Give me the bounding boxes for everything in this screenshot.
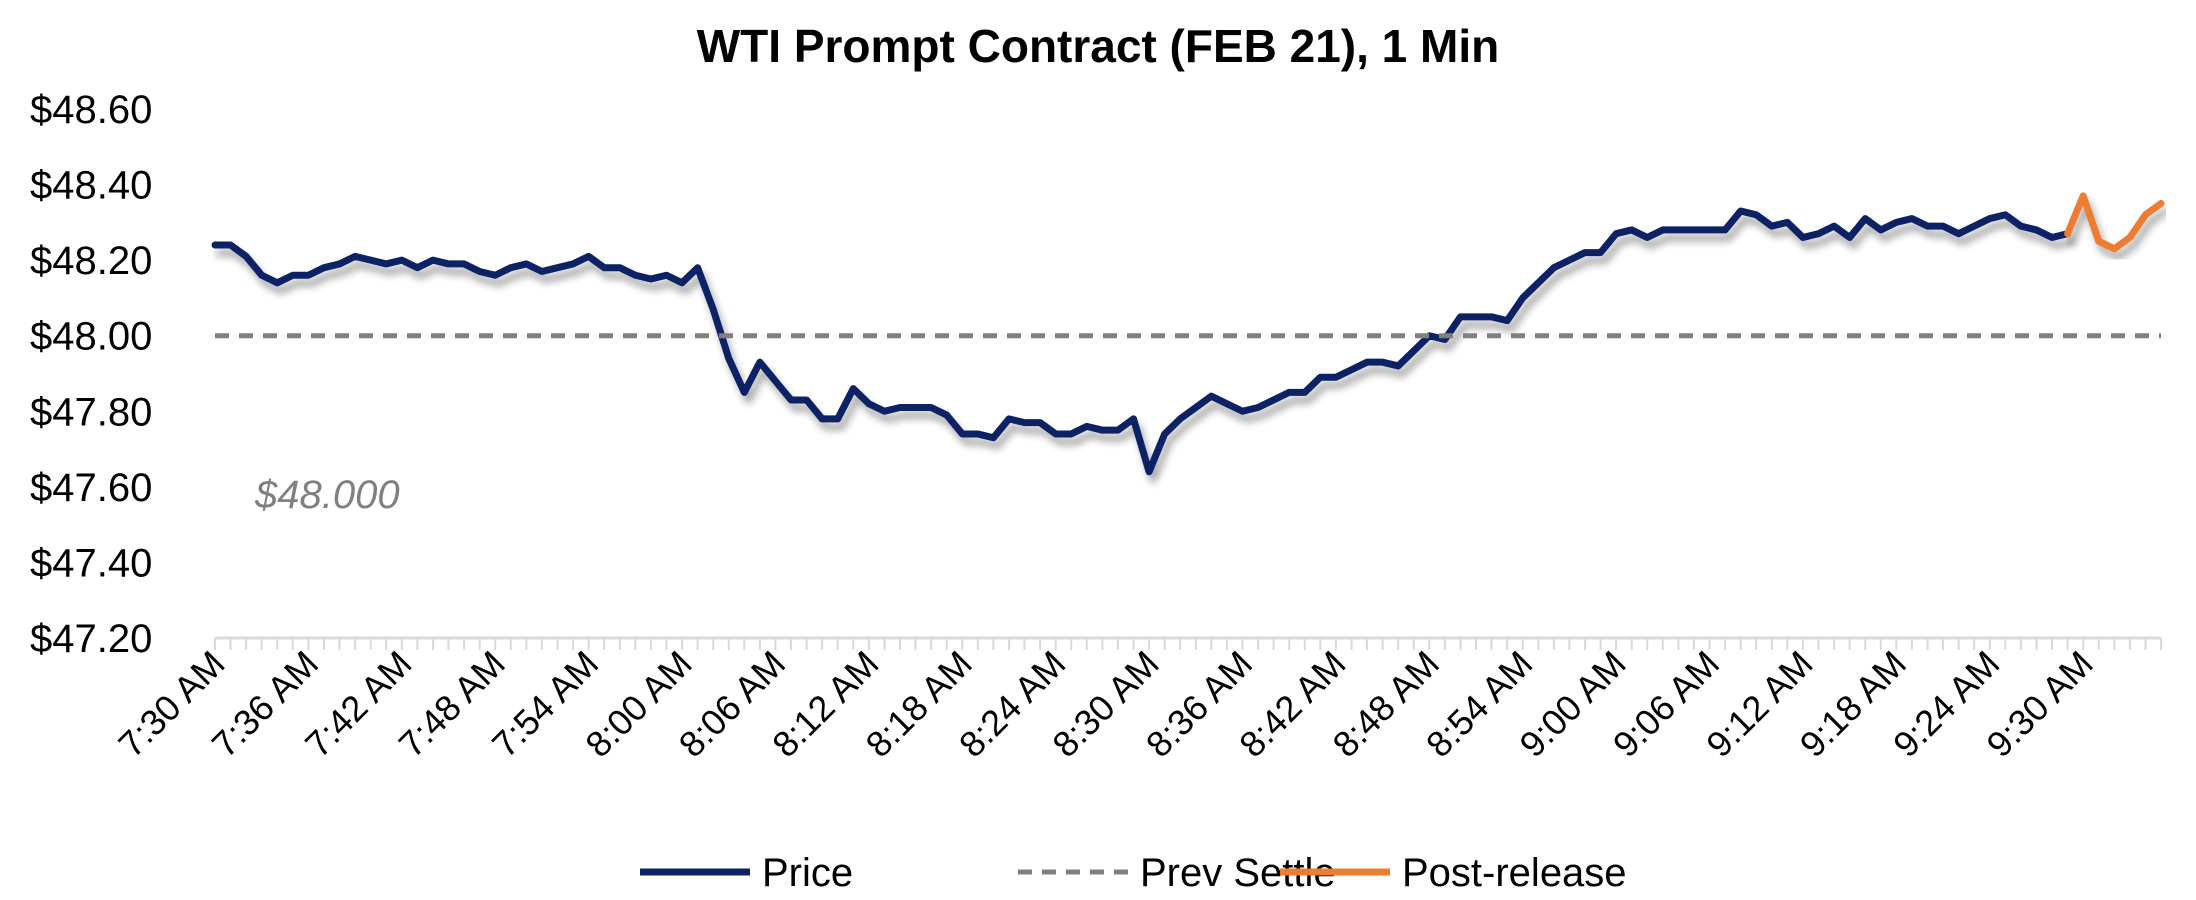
legend-label: Post-release (1402, 851, 1627, 895)
legend-label: Price (762, 851, 853, 895)
y-tick-label: $47.60 (30, 466, 152, 510)
series-line-price (211, 207, 2072, 476)
chart-title: WTI Prompt Contract (FEB 21), 1 Min (697, 20, 1499, 72)
x-axis: 7:30 AM7:36 AM7:42 AM7:48 AM7:54 AM8:00 … (110, 636, 2162, 765)
series-line-post-release (2064, 192, 2165, 253)
y-tick-label: $47.80 (30, 390, 152, 434)
y-axis: $48.60 $48.40 $48.20 $48.00 $47.80 $47.60 $47.… (30, 88, 152, 661)
annotation-prev-settle: $48.000 (254, 473, 400, 517)
y-tick-label: $47.20 (30, 617, 152, 661)
legend: Price Prev Settle Post-release (640, 851, 1627, 895)
y-tick-label: $47.40 (30, 541, 152, 585)
y-tick-label: $48.60 (30, 88, 152, 132)
y-tick-label: $48.20 (30, 239, 152, 283)
y-tick-label: $48.00 (30, 315, 152, 359)
plot-area (211, 192, 2165, 476)
y-tick-label: $48.40 (30, 164, 152, 208)
